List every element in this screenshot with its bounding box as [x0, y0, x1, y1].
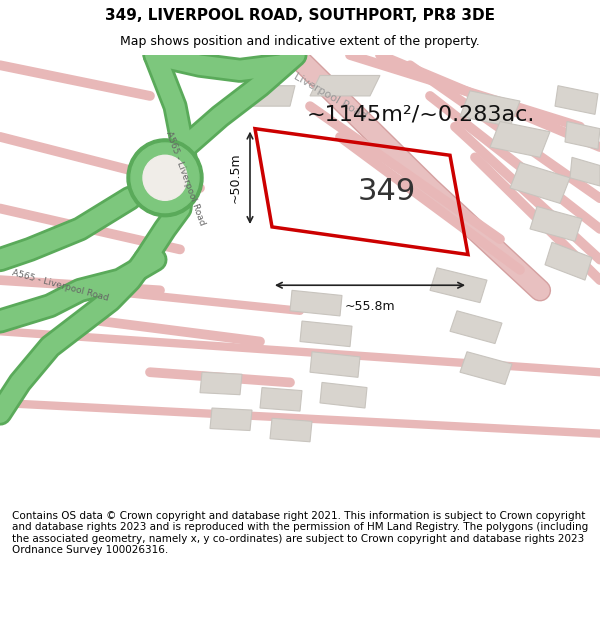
- Polygon shape: [320, 382, 367, 408]
- Text: Liverpool Road: Liverpool Road: [292, 71, 368, 121]
- Text: A565 - Liverpool Road: A565 - Liverpool Road: [11, 268, 109, 302]
- Circle shape: [143, 155, 187, 200]
- Polygon shape: [200, 372, 242, 395]
- Polygon shape: [450, 311, 502, 344]
- Circle shape: [131, 143, 199, 212]
- Circle shape: [127, 139, 203, 217]
- Polygon shape: [490, 121, 550, 158]
- Polygon shape: [210, 408, 252, 431]
- Polygon shape: [555, 86, 598, 114]
- Polygon shape: [545, 242, 592, 280]
- Polygon shape: [565, 121, 600, 149]
- Polygon shape: [290, 291, 342, 316]
- Polygon shape: [300, 321, 352, 347]
- Text: Contains OS data © Crown copyright and database right 2021. This information is : Contains OS data © Crown copyright and d…: [12, 511, 588, 556]
- Polygon shape: [570, 158, 600, 186]
- Polygon shape: [460, 91, 520, 127]
- Text: A565 - Liverpool Road: A565 - Liverpool Road: [164, 129, 206, 226]
- Text: ~55.8m: ~55.8m: [344, 299, 395, 312]
- Polygon shape: [310, 352, 360, 377]
- Polygon shape: [460, 352, 512, 384]
- Text: 349: 349: [357, 177, 415, 206]
- Polygon shape: [430, 268, 487, 302]
- Polygon shape: [260, 388, 302, 411]
- Polygon shape: [530, 206, 582, 241]
- Text: ~50.5m: ~50.5m: [229, 152, 242, 203]
- Polygon shape: [270, 418, 312, 442]
- Polygon shape: [240, 86, 295, 106]
- Text: ~1145m²/~0.283ac.: ~1145m²/~0.283ac.: [307, 104, 535, 124]
- Polygon shape: [510, 162, 570, 203]
- Polygon shape: [310, 76, 380, 96]
- Text: Map shows position and indicative extent of the property.: Map shows position and indicative extent…: [120, 35, 480, 48]
- Text: 349, LIVERPOOL ROAD, SOUTHPORT, PR8 3DE: 349, LIVERPOOL ROAD, SOUTHPORT, PR8 3DE: [105, 8, 495, 23]
